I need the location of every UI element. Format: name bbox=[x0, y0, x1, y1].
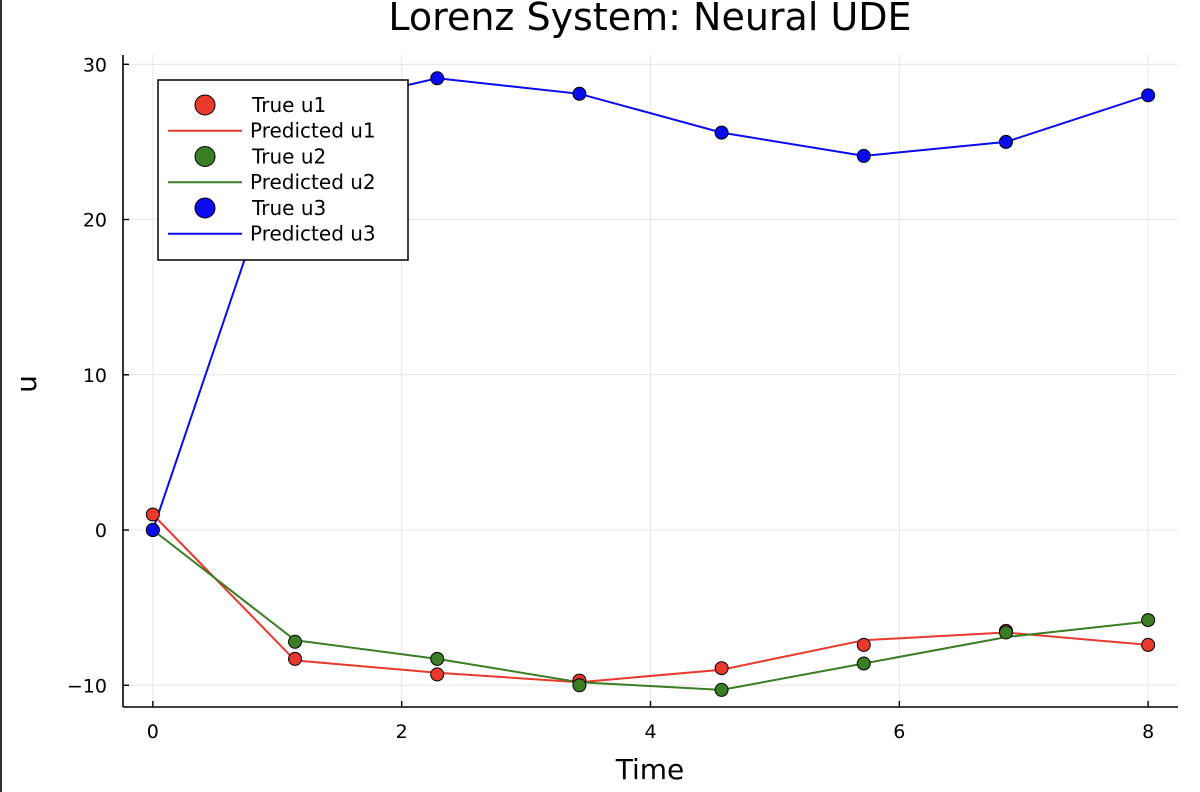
x-tick-label: 0 bbox=[147, 721, 159, 743]
y-tick-label: 30 bbox=[83, 54, 107, 76]
true-u2-point bbox=[856, 656, 871, 671]
true-u2-point bbox=[430, 651, 445, 666]
true-u1-point bbox=[1141, 637, 1156, 652]
true-u1-point bbox=[430, 667, 445, 682]
true-u2-point bbox=[1141, 613, 1156, 628]
true-u3-point bbox=[998, 134, 1013, 149]
x-axis-label: Time bbox=[615, 753, 685, 786]
true-u2-point bbox=[714, 682, 729, 697]
legend-true-u1-label: True u1 bbox=[251, 93, 326, 117]
true-u3-point bbox=[1141, 88, 1156, 103]
x-tick-label: 2 bbox=[396, 721, 408, 743]
true-u3-point bbox=[430, 71, 445, 86]
chart-title: Lorenz System: Neural UDE bbox=[388, 0, 911, 39]
legend-true-u2-label: True u2 bbox=[251, 145, 326, 169]
true-u2-point bbox=[288, 634, 303, 649]
x-tick-label: 4 bbox=[644, 721, 656, 743]
legend-true-u2-marker bbox=[194, 146, 216, 167]
axes: 0 2 4 6 8 −10 0 10 20 30 bbox=[67, 54, 1178, 743]
true-u1-point bbox=[145, 507, 160, 522]
true-u1-point bbox=[856, 637, 871, 652]
x-tick-label: 6 bbox=[893, 721, 905, 743]
legend-true-u1-marker bbox=[194, 94, 216, 116]
true-u1-point bbox=[714, 661, 729, 676]
y-axis-label: u bbox=[10, 375, 43, 393]
true-u2-point bbox=[998, 625, 1013, 640]
y-tick-label: 0 bbox=[95, 520, 107, 542]
true-u3-point bbox=[145, 523, 160, 538]
predicted-u2-line bbox=[152, 529, 1149, 691]
true-u3-point bbox=[572, 86, 587, 101]
true-u3-point bbox=[856, 148, 871, 163]
legend-predicted-u2-label: Predicted u2 bbox=[250, 170, 376, 194]
x-tick-label: 8 bbox=[1142, 721, 1154, 743]
predicted-u1-line bbox=[152, 513, 1149, 684]
true-u2-point bbox=[572, 678, 587, 693]
y-tick-label: 20 bbox=[83, 210, 107, 232]
legend-true-u3-marker bbox=[194, 197, 216, 219]
y-tick-label: 10 bbox=[83, 365, 107, 387]
window-edge bbox=[0, 0, 2, 792]
true-u1-point bbox=[288, 651, 303, 666]
legend-predicted-u3-label: Predicted u3 bbox=[250, 222, 376, 246]
y-tick-label: −10 bbox=[67, 675, 107, 697]
legend-true-u3-label: True u3 bbox=[251, 196, 326, 220]
legend-predicted-u1-label: Predicted u1 bbox=[250, 119, 376, 143]
true-u3-point bbox=[714, 125, 729, 140]
